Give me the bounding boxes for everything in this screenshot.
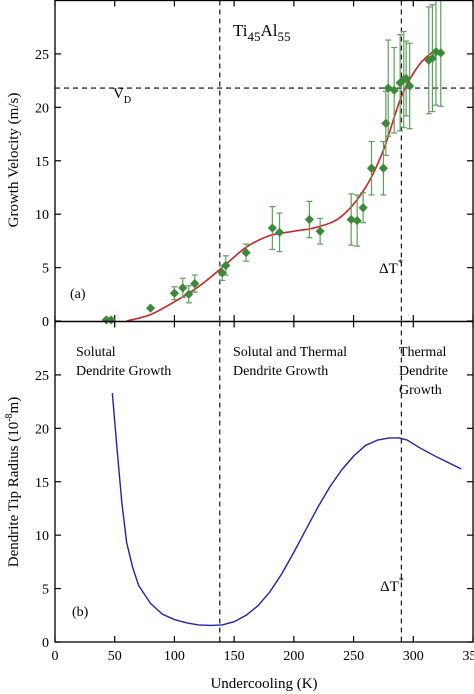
velocity-data-point — [366, 163, 377, 173]
velocity-data-point — [352, 215, 362, 226]
radius-xtick-label: 200 — [283, 649, 304, 664]
radius-ytick-label: 0 — [42, 636, 49, 651]
radius-ytick-label: 5 — [42, 583, 49, 598]
velocity-data-point — [221, 260, 231, 271]
radius-series-line — [111, 393, 462, 627]
velocity-data-point — [169, 288, 180, 298]
radius-panel-label: (b) — [72, 605, 89, 620]
radius-xtick-label: 150 — [224, 649, 245, 664]
velocity-data-point — [436, 48, 446, 58]
velocity-ytick-label: 5 — [42, 262, 49, 277]
velocity-data-point — [378, 163, 389, 173]
radius-xtick-label: 350 — [463, 649, 474, 664]
radius-xtick-label: 250 — [343, 649, 364, 664]
radius-delta-t-label: ΔT* — [380, 576, 404, 595]
velocity-data-point — [358, 203, 368, 213]
velocity-ytick-label: 15 — [35, 155, 49, 170]
region-label-thermal: Thermal Dendrite Growth — [399, 345, 451, 398]
radius-xtick-label: 100 — [164, 649, 185, 664]
radius-xtick-label: 50 — [108, 649, 122, 664]
velocity-data-point — [274, 227, 285, 237]
velocity-data-point — [145, 303, 156, 313]
velocity-panel: 0 5 10 15 20 25 Ti45Al55 VD ΔT* (a) Growth Ve… — [6, 0, 474, 330]
radius-ytick-label: 10 — [35, 529, 49, 544]
velocity-data-point — [101, 315, 111, 325]
velocity-data-point — [190, 279, 200, 289]
velocity-errorbars-layer — [171, 0, 444, 304]
radius-y-axis-label: Dendrite Tip Radius (10-8m) — [4, 397, 22, 567]
velocity-guides-layer — [55, 0, 473, 321]
velocity-data-point — [217, 268, 227, 278]
radius-xtick-label: 300 — [403, 649, 424, 664]
velocity-ytick-label: 0 — [42, 315, 49, 330]
velocity-data-point — [401, 73, 411, 84]
radius-line-layer — [111, 393, 462, 627]
velocity-panel-title: Ti45Al55 — [233, 21, 291, 44]
radius-plot-frame — [54, 320, 474, 643]
region-label-solutal: Solutal Dendrite Growth — [76, 345, 171, 379]
radius-ytick-label: 25 — [35, 369, 49, 384]
velocity-data-point — [381, 118, 391, 128]
velocity-data-point — [241, 248, 251, 258]
velocity-data-point — [431, 47, 441, 57]
radius-panel: 0510152025050100150200250300350 Solutal … — [4, 321, 474, 692]
velocity-data-point — [315, 226, 325, 236]
velocity-data-point — [184, 289, 194, 299]
velocity-data-point — [427, 53, 437, 63]
velocity-y-axis-label: Growth Velocity (m/s) — [6, 93, 22, 228]
velocity-data-point — [304, 214, 314, 225]
x-axis-label: Undercooling (K) — [210, 676, 317, 692]
velocity-ytick-label: 10 — [35, 208, 49, 223]
velocity-data-point — [106, 315, 116, 325]
velocity-data-point — [178, 283, 188, 293]
velocity-ticks-layer: 0 5 10 15 20 25 — [35, 0, 474, 330]
radius-ytick-label: 15 — [35, 476, 49, 491]
region-label-solutal-thermal: Solutal and Thermal Dendrite Growth — [233, 345, 351, 379]
radius-xtick-label: 0 — [52, 649, 59, 664]
velocity-data-point — [395, 78, 405, 88]
radius-ytick-label: 20 — [35, 422, 49, 437]
velocity-data-point — [383, 83, 393, 93]
velocity-ytick-label: 20 — [35, 101, 49, 116]
velocity-data-point — [346, 214, 356, 225]
velocity-points-layer — [101, 47, 446, 325]
velocity-ytick-label: 25 — [35, 48, 49, 63]
velocity-delta-t-label: ΔT* — [379, 258, 403, 277]
velocity-data-point — [424, 55, 434, 65]
velocity-data-point — [405, 81, 415, 91]
velocity-data-point — [267, 223, 277, 233]
velocity-data-point — [389, 85, 399, 95]
velocity-panel-label: (a) — [70, 287, 86, 302]
vd-label: VD — [113, 86, 131, 106]
